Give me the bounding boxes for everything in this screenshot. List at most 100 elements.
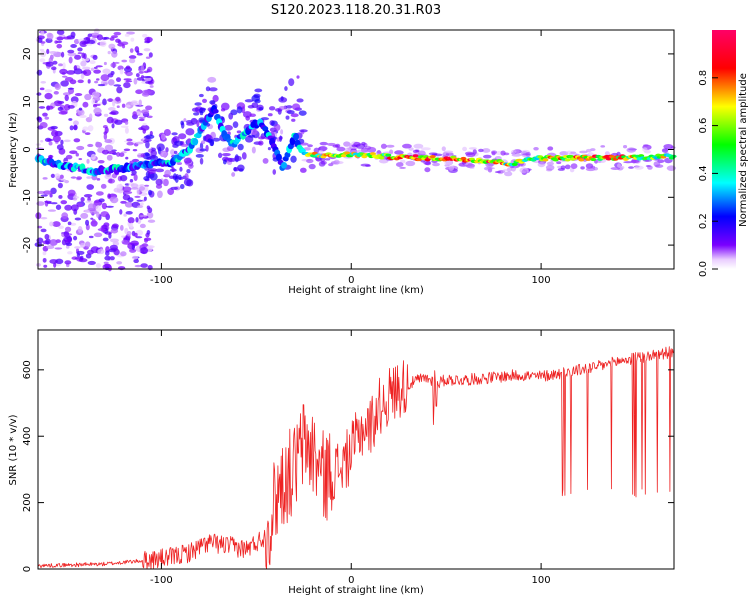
heatmap-haze-blob [184, 173, 189, 180]
heatmap-noise-blob [40, 217, 48, 220]
heatmap-noise-blob [144, 184, 150, 187]
heatmap-halo-blob [332, 144, 339, 148]
heatmap-noise-blob [118, 152, 125, 157]
heatmap-noise-blob [36, 190, 46, 195]
heatmap-halo-blob [547, 146, 554, 151]
heatmap-noise-blob [77, 226, 83, 233]
heatmap-x-ticks: -100 0 100 [150, 30, 551, 286]
heatmap-noise-blob [85, 200, 93, 204]
heatmap-haze-blob [155, 184, 163, 189]
heatmap-noise-blob [95, 205, 102, 212]
heatmap-halo-blob [500, 150, 506, 156]
heatmap-halo-blob [308, 163, 316, 170]
heatmap-marks [34, 28, 677, 272]
heatmap-noise-blob [104, 174, 113, 180]
heatmap-haze-blob [140, 153, 146, 158]
heatmap-noise-blob [46, 105, 54, 110]
heatmap-noise-blob [73, 65, 78, 71]
heatmap-noise-blob [67, 52, 77, 57]
heatmap-noise-blob [63, 230, 70, 238]
heatmap-noise-blob [40, 139, 44, 143]
heatmap-halo-blob [585, 148, 592, 153]
heatmap-noise-blob [91, 218, 96, 224]
heatmap-noise-blob [93, 232, 103, 238]
heatmap-noise-blob [74, 246, 81, 249]
heatmap-ridge-cell [275, 153, 282, 162]
heatmap-noise-blob [60, 200, 68, 205]
heatmap-halo-blob [462, 146, 468, 152]
heatmap-haze-blob [161, 151, 168, 158]
heatmap-noise-blob [135, 73, 140, 78]
heatmap-noise-blob [36, 263, 41, 267]
heatmap-noise-blob [49, 259, 58, 264]
heatmap-halo-blob [444, 160, 453, 166]
heatmap-haze-blob [288, 78, 295, 87]
heatmap-noise-blob [80, 60, 87, 67]
heatmap-noise-blob [61, 212, 69, 219]
heatmap-noise-blob [107, 50, 111, 55]
heatmap-haze-blob [199, 148, 207, 152]
heatmap-noise-blob [87, 125, 94, 132]
heatmap-halo-blob [360, 163, 371, 167]
heatmap-noise-blob [74, 54, 82, 60]
heatmap-noise-blob [115, 96, 121, 102]
heatmap-halo-blob [661, 148, 669, 153]
heatmap-noise-blob [136, 77, 145, 81]
heatmap-haze-blob [199, 110, 204, 116]
heatmap-haze-blob [147, 169, 156, 175]
heatmap-haze-blob [298, 110, 307, 116]
heatmap-noise-blob [94, 80, 99, 84]
heatmap-haze-blob [285, 115, 290, 120]
heatmap-noise-blob [107, 264, 113, 272]
heatmap-noise-blob [78, 258, 88, 263]
heatmap-noise-blob [36, 92, 42, 96]
heatmap-halo-blob [420, 147, 431, 151]
heatmap-halo-blob [468, 147, 477, 150]
heatmap-noise-blob [93, 103, 101, 107]
snr-x-tick-label: 100 [532, 575, 551, 586]
heatmap-halo-blob [441, 146, 446, 152]
heatmap-noise-blob [75, 152, 79, 157]
heatmap-noise-blob [83, 193, 93, 198]
heatmap-haze-blob [176, 161, 183, 166]
heatmap-noise-blob [135, 236, 143, 239]
heatmap-noise-blob [100, 74, 110, 82]
heatmap-y-tick-label: -10 [22, 189, 33, 205]
heatmap-haze-blob [280, 129, 284, 135]
heatmap-noise-blob [95, 191, 104, 196]
heatmap-x-axis-label: Height of straight line (km) [288, 285, 424, 296]
heatmap-halo-blob [328, 163, 334, 167]
heatmap-noise-blob [47, 32, 54, 40]
heatmap-noise-blob [145, 81, 154, 85]
heatmap-noise-blob [86, 176, 92, 179]
heatmap-haze-blob [296, 75, 300, 79]
heatmap-haze-blob [179, 183, 185, 190]
heatmap-haze-blob [220, 102, 230, 111]
heatmap-halo-blob [469, 166, 475, 169]
snr-marks [37, 346, 675, 570]
heatmap-noise-blob [90, 32, 100, 36]
heatmap-haze-blob [162, 178, 169, 187]
heatmap-noise-blob [119, 68, 124, 75]
heatmap-noise-blob [109, 37, 115, 41]
heatmap-halo-blob [448, 165, 455, 171]
heatmap-noise-blob [80, 73, 85, 79]
snr-x-ticks: -100 0 100 [150, 330, 551, 586]
heatmap-noise-blob [143, 70, 149, 74]
heatmap-noise-blob [130, 173, 135, 176]
heatmap-noise-blob [134, 232, 138, 238]
heatmap-noise-blob [68, 118, 73, 121]
heatmap-haze-blob [155, 178, 163, 186]
heatmap-noise-blob [144, 238, 149, 243]
heatmap-noise-blob [111, 50, 118, 58]
heatmap-halo-blob [343, 141, 351, 147]
heatmap-noise-blob [90, 153, 96, 160]
heatmap-noise-blob [102, 82, 108, 85]
heatmap-haze-blob [268, 106, 276, 111]
heatmap-noise-blob [46, 245, 55, 250]
heatmap-noise-blob [58, 63, 63, 67]
heatmap-haze-blob [267, 113, 273, 117]
heatmap-noise-blob [98, 198, 105, 203]
heatmap-noise-blob [40, 194, 48, 197]
heatmap-ridge-cell [281, 161, 288, 169]
